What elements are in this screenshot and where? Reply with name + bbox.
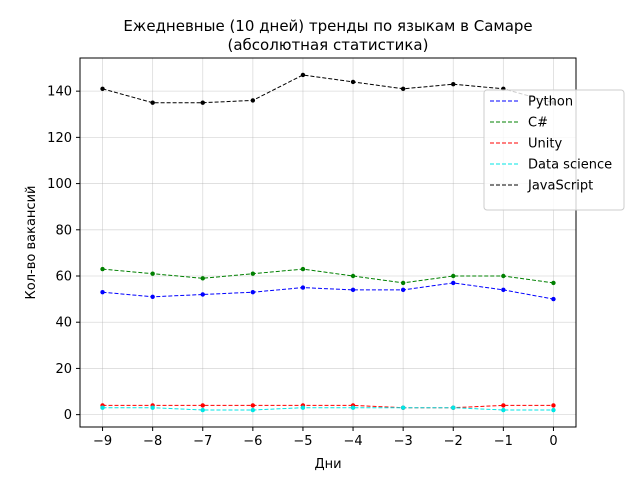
data-point-c- (551, 280, 556, 286)
data-point-data-science (350, 405, 356, 410)
chart-title: Ежедневные (10 дней) тренды по языкам в … (123, 17, 532, 35)
data-point-python (501, 287, 506, 293)
x-tick-label: −8 (143, 434, 162, 449)
data-point-unity (200, 403, 205, 408)
data-point-python (300, 285, 306, 290)
data-point-javascript (250, 98, 256, 103)
y-tick-label: 20 (55, 362, 72, 377)
data-point-javascript (350, 79, 356, 85)
x-tick-label: 0 (549, 434, 557, 449)
y-tick-label: 100 (47, 177, 72, 192)
data-point-data-science (501, 407, 506, 413)
data-point-python (200, 292, 205, 297)
y-tick-label: 140 (47, 85, 72, 100)
data-point-c- (150, 271, 155, 276)
data-point-javascript (100, 86, 105, 92)
legend-label: C# (528, 116, 548, 131)
y-tick-label: 80 (55, 223, 72, 238)
data-point-data-science (150, 405, 155, 410)
data-point-unity (501, 403, 506, 408)
data-point-c- (400, 280, 406, 286)
data-point-c- (451, 273, 456, 279)
data-point-javascript (400, 86, 406, 92)
y-tick-label: 40 (55, 316, 72, 331)
data-point-unity (250, 403, 256, 408)
data-point-data-science (551, 407, 556, 413)
data-point-python (451, 280, 456, 286)
data-point-data-science (300, 405, 306, 410)
series-line-c- (102, 268, 554, 284)
data-point-data-science (400, 405, 406, 410)
legend-label: Python (528, 95, 573, 110)
data-point-python (551, 296, 556, 302)
data-point-javascript (200, 100, 205, 105)
data-point-c- (250, 271, 256, 276)
series-layer (100, 72, 556, 413)
data-point-javascript (150, 100, 155, 105)
data-point-c- (200, 276, 205, 281)
series-line-javascript (102, 74, 554, 104)
plot-frame (79, 57, 577, 428)
series-line-data-science (102, 407, 554, 411)
data-point-unity (551, 403, 556, 408)
data-point-python (100, 289, 105, 295)
legend-label: Unity (528, 137, 562, 152)
data-point-python (150, 294, 155, 299)
y-tick-label: 60 (55, 270, 72, 285)
chart-subtitle: (абсолютная статистика) (228, 36, 429, 54)
x-tick-label: −7 (193, 434, 212, 449)
x-tick-label: −1 (494, 434, 513, 449)
x-axis-label: Дни (314, 457, 341, 472)
y-tick-label: 120 (47, 131, 72, 146)
y-axis-label: Кол-во вакансий (24, 186, 39, 300)
x-tick-label: −6 (243, 434, 262, 449)
axis-ticks: −9 −8 −7 −6 −5 −4 −3 −2 −1 0 0 20 40 60 80 100 120 140 (47, 85, 557, 449)
data-point-data-science (200, 407, 205, 413)
y-tick-label: 0 (64, 408, 72, 423)
data-point-python (350, 287, 356, 293)
legend-label: JavaScript (527, 179, 593, 194)
x-tick-label: −3 (394, 434, 413, 449)
series-line-python (102, 282, 554, 300)
data-point-c- (100, 266, 105, 272)
data-point-python (250, 289, 256, 295)
data-point-javascript (451, 82, 456, 87)
x-tick-label: −5 (293, 434, 312, 449)
data-point-c- (501, 273, 506, 279)
legend-label: Data science (528, 158, 612, 173)
x-tick-label: −9 (93, 434, 112, 449)
data-point-python (400, 287, 406, 293)
data-point-c- (350, 273, 356, 279)
legend: Python C# Unity Data science JavaScript (483, 89, 625, 211)
data-point-data-science (100, 405, 105, 410)
data-point-data-science (451, 405, 456, 410)
data-point-c- (300, 266, 306, 272)
legend-box (483, 89, 625, 211)
series-line-unity (102, 404, 554, 409)
x-tick-label: −4 (343, 434, 362, 449)
data-point-data-science (250, 407, 256, 413)
x-tick-label: −2 (444, 434, 463, 449)
data-point-javascript (300, 72, 306, 78)
